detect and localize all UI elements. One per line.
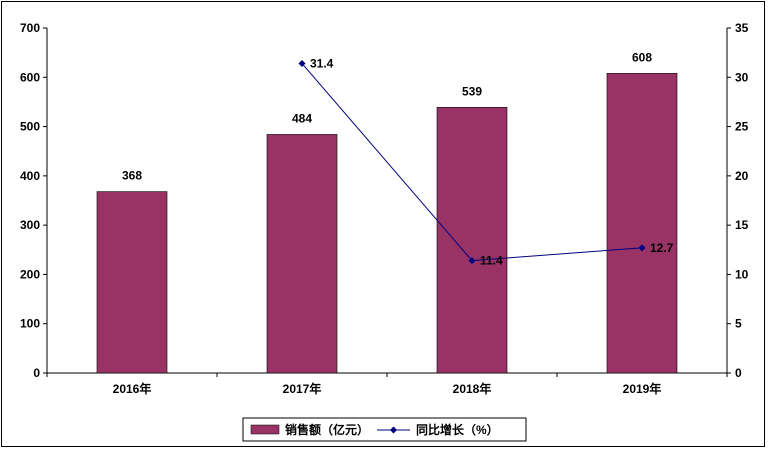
x-tick-label: 2019年 — [623, 381, 662, 396]
bar — [266, 134, 338, 374]
combo-chart: 0 100 200 300 400 500 600 700 0 5 10 15 20 25 30 35 2016… — [20, 21, 749, 442]
x-tick-label: 2016年 — [113, 381, 152, 396]
line-value-label: 12.7 — [650, 241, 674, 255]
legend: 销售额（亿元） 同比增长（%） — [242, 417, 527, 442]
y-right-tick-label: 35 — [735, 21, 749, 35]
bar — [96, 191, 168, 374]
line-series — [298, 59, 646, 265]
bar-series — [96, 73, 678, 374]
y-right-tick-label: 30 — [735, 70, 749, 84]
y-left-tick-label: 200 — [20, 267, 40, 281]
legend-line-marker — [390, 426, 397, 434]
y-right-tick-label: 25 — [735, 120, 749, 134]
bar — [436, 107, 508, 374]
y-left-tick-label: 0 — [33, 366, 40, 380]
line-point-marker — [468, 257, 476, 265]
y-right-tick-label: 15 — [735, 218, 749, 232]
y-left-tick-label: 600 — [20, 70, 40, 84]
line-value-label: 11.4 — [480, 254, 503, 268]
line-point-marker — [638, 244, 646, 252]
x-tick-label: 2017年 — [283, 381, 322, 396]
y-left-tick-label: 300 — [20, 218, 40, 232]
bar-value-label: 484 — [292, 111, 312, 125]
y-left-tick-label: 700 — [20, 21, 40, 35]
line-value-label: 31.4 — [310, 56, 334, 70]
legend-line-label: 同比增长（%） — [416, 422, 499, 437]
legend-bar-label: 销售额（亿元） — [285, 422, 369, 437]
legend-bar-swatch — [250, 424, 280, 435]
y-left-tick-label: 500 — [20, 120, 40, 134]
y-right-tick-label: 10 — [735, 267, 749, 281]
axes: 0 100 200 300 400 500 600 700 0 5 10 15 20 25 30 35 2016… — [20, 21, 749, 396]
x-tick-label: 2018年 — [453, 381, 492, 396]
y-right-tick-label: 5 — [735, 317, 742, 331]
bar-value-label: 608 — [632, 50, 652, 64]
data-labels: 368 484 539 608 31.4 11.4 12.7 — [122, 50, 674, 267]
bar-value-label: 368 — [122, 169, 142, 183]
line-point-marker — [298, 59, 306, 67]
bar — [606, 73, 678, 374]
bar-value-label: 539 — [462, 84, 482, 98]
y-left-tick-label: 400 — [20, 169, 40, 183]
y-right-tick-label: 0 — [735, 366, 742, 380]
y-left-tick-label: 100 — [20, 317, 40, 331]
y-right-tick-label: 20 — [735, 169, 749, 183]
